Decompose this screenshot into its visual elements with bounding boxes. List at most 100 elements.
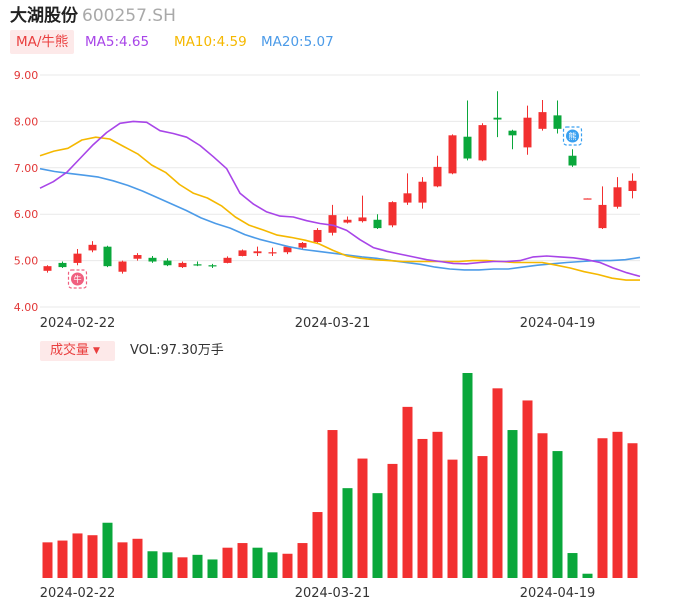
candle-body xyxy=(463,136,472,159)
candle-body xyxy=(88,244,97,251)
volume-bar xyxy=(72,533,83,578)
ma10-label: MA10:4.59 xyxy=(174,34,247,50)
volume-bar xyxy=(222,547,233,578)
volume-chart: 2024-02-22 2024-03-21 2024-04-19 xyxy=(40,373,638,601)
candle-body xyxy=(238,250,247,256)
x-tick-label: 2024-04-19 xyxy=(520,316,596,331)
bear-marker-frame xyxy=(562,126,583,146)
candle-body xyxy=(328,215,337,233)
volume-bar xyxy=(327,430,338,578)
volume-bar xyxy=(477,456,488,578)
volume-bar xyxy=(447,459,458,578)
x-tick-label: 2024-02-22 xyxy=(40,586,116,601)
candle-body xyxy=(508,130,517,136)
volume-bar xyxy=(162,552,173,578)
candle-body xyxy=(193,264,202,266)
volume-bar xyxy=(537,433,548,578)
volume-value: VOL:97.30万手 xyxy=(130,343,224,358)
ma20-label: MA20:5.07 xyxy=(261,34,334,50)
volume-bar xyxy=(57,540,68,578)
bull-marker-icon xyxy=(71,272,84,286)
bull-marker-frame xyxy=(67,269,88,289)
stock-name: 大湖股份 xyxy=(10,6,78,26)
y-tick-label: 6.00 xyxy=(14,208,39,221)
bull-marker-glyph: 牛 xyxy=(74,274,82,284)
volume-bar xyxy=(207,559,218,578)
volume-bar xyxy=(252,547,263,578)
volume-bar xyxy=(147,551,158,578)
y-tick-label: 7.00 xyxy=(14,162,39,175)
volume-bar xyxy=(522,400,533,578)
price-chart: 4.00 5.00 6.00 7.00 8.00 9.00 2024-02-22 2024-0… xyxy=(14,69,641,331)
candle-body xyxy=(373,219,382,229)
volume-bar xyxy=(567,553,578,578)
candle-body xyxy=(43,266,52,271)
x-tick-label: 2024-03-21 xyxy=(295,316,371,331)
bear-marker-glyph: 熊 xyxy=(569,131,577,141)
volume-bar xyxy=(552,451,563,578)
candle-body xyxy=(388,202,397,226)
ma5-label: MA5:4.65 xyxy=(85,34,150,50)
volume-bar xyxy=(387,463,398,578)
ma5-line xyxy=(39,120,641,278)
candle-body xyxy=(118,261,127,272)
candle-body xyxy=(148,257,157,262)
dropdown-caret-icon: ▼ xyxy=(93,346,100,356)
volume-bar xyxy=(417,438,428,578)
volume-bar xyxy=(297,543,308,578)
candle-body xyxy=(403,193,412,203)
volume-bar xyxy=(177,557,188,578)
candle-body xyxy=(313,229,322,243)
y-tick-label: 9.00 xyxy=(14,69,39,82)
candle-body xyxy=(538,112,547,129)
candle-body xyxy=(283,246,292,253)
ma20-line xyxy=(39,167,641,271)
candle-body xyxy=(553,115,562,129)
volume-selector-button[interactable]: 成交量 ▼ xyxy=(40,341,115,361)
volume-bar xyxy=(102,522,113,578)
volume-bar xyxy=(282,553,293,578)
volume-bar xyxy=(462,373,473,578)
volume-bar xyxy=(372,493,383,578)
x-tick-label: 2024-02-22 xyxy=(40,316,116,331)
x-tick-label: 2024-03-21 xyxy=(295,586,371,601)
volume-bar xyxy=(597,438,608,578)
volume-bar xyxy=(492,388,503,578)
stock-title: 大湖股份 600257.SH xyxy=(10,5,176,27)
volume-selector-label: 成交量 xyxy=(50,343,90,358)
candle-body xyxy=(133,255,142,259)
volume-bar xyxy=(432,431,443,578)
y-tick-label: 8.00 xyxy=(14,115,39,128)
candle-body xyxy=(448,135,457,174)
volume-bar xyxy=(192,554,203,578)
candle-body xyxy=(358,217,367,222)
candle-body xyxy=(628,180,637,191)
candle-body xyxy=(568,155,577,166)
candle-body xyxy=(268,252,277,254)
candle-body xyxy=(298,242,307,248)
candle-body xyxy=(178,262,187,268)
candle-body xyxy=(598,204,607,229)
candle-body xyxy=(58,262,67,268)
candle-body xyxy=(583,198,592,200)
volume-bar xyxy=(342,488,353,578)
volume-bar xyxy=(627,443,638,578)
candle-body xyxy=(418,181,427,203)
candle-body xyxy=(208,265,217,267)
candle-body xyxy=(163,260,172,266)
candle-body xyxy=(73,253,82,263)
candle-body xyxy=(613,187,622,207)
ma10-line xyxy=(39,136,640,281)
bear-marker-icon xyxy=(566,129,579,143)
volume-bar xyxy=(612,431,623,578)
candle-body xyxy=(493,117,502,120)
volume-bar xyxy=(357,458,368,578)
candle-body xyxy=(223,257,232,263)
volume-bar xyxy=(402,406,413,578)
candle-body xyxy=(343,219,352,223)
candle-body xyxy=(253,251,262,254)
x-tick-label: 2024-04-19 xyxy=(520,586,596,601)
volume-bar xyxy=(582,573,593,578)
ma-selector-button[interactable]: MA/牛熊 xyxy=(10,30,75,54)
volume-bar xyxy=(312,512,323,578)
